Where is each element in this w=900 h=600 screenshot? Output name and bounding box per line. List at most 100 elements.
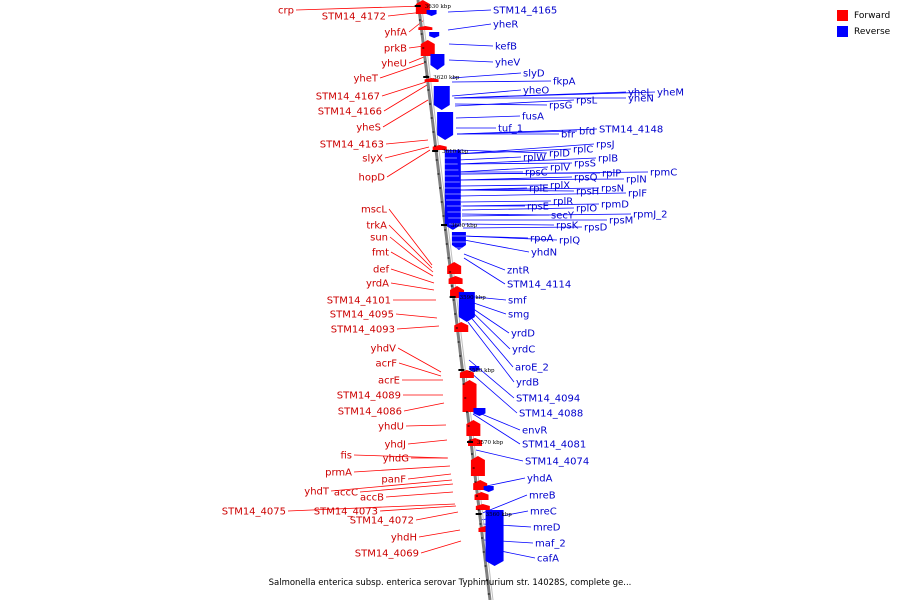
gene-label-reverse: rpsE bbox=[527, 202, 549, 213]
gene-label-reverse: rpmC bbox=[650, 168, 677, 179]
gene-label-forward: STM14_4075 bbox=[222, 507, 286, 518]
leader-reverse bbox=[455, 115, 521, 119]
gene-label-forward: fmt bbox=[372, 248, 389, 259]
leader-reverse bbox=[456, 148, 572, 155]
forward-gene-block bbox=[462, 380, 477, 412]
gene-label-reverse: mreD bbox=[533, 523, 561, 534]
leader-reverse bbox=[460, 200, 552, 203]
gene-label-forward: prkB bbox=[384, 44, 407, 55]
gene-label-forward: yrdA bbox=[366, 279, 389, 290]
leader-reverse bbox=[454, 99, 575, 107]
scale-label: 3620 kbp bbox=[433, 75, 460, 81]
gene-label-reverse: rplR bbox=[553, 197, 573, 208]
gene-label-forward: STM14_4163 bbox=[320, 140, 384, 151]
gene-label-reverse: rpsL bbox=[576, 96, 598, 107]
leader-forward bbox=[379, 505, 457, 512]
leader-reverse bbox=[451, 89, 522, 97]
gene-label-forward: accB bbox=[360, 493, 384, 504]
leader-reverse bbox=[447, 23, 492, 31]
leader-reverse bbox=[456, 128, 598, 135]
leader-reverse bbox=[462, 226, 583, 229]
leader-reverse bbox=[459, 187, 600, 191]
leader-forward bbox=[353, 454, 448, 459]
gene-label-forward: yheU bbox=[381, 59, 407, 70]
gene-label-forward: acrE bbox=[378, 376, 400, 387]
gene-label-reverse: rpsQ bbox=[574, 173, 598, 184]
gene-label-reverse: yhdA bbox=[527, 474, 553, 485]
gene-label-reverse: mreC bbox=[530, 507, 557, 518]
gene-label-reverse: rpsS bbox=[574, 159, 596, 170]
leader-reverse bbox=[467, 313, 514, 368]
gene-label-reverse: tuf_1 bbox=[498, 124, 523, 135]
gene-label-reverse: mreB bbox=[529, 491, 556, 502]
scale-label: 3630 kbp bbox=[425, 4, 452, 10]
reverse-gene-block bbox=[469, 366, 480, 372]
gene-label-forward: STM14_4095 bbox=[330, 310, 394, 321]
leader-forward bbox=[382, 99, 429, 128]
leader-forward bbox=[388, 224, 433, 269]
forward-gene-block bbox=[448, 276, 463, 284]
leader-reverse bbox=[459, 192, 627, 197]
leader-forward bbox=[388, 208, 433, 266]
gene-label-reverse: rpsC bbox=[525, 168, 548, 179]
gene-label-reverse: STM14_4074 bbox=[525, 457, 589, 468]
forward-gene-block bbox=[447, 262, 462, 274]
leader-forward bbox=[408, 56, 425, 64]
gene-label-reverse: STM14_4088 bbox=[519, 409, 583, 420]
gene-label-forward: STM14_4072 bbox=[350, 516, 414, 527]
leader-reverse bbox=[448, 59, 494, 63]
gene-label-reverse: yheR bbox=[493, 20, 518, 31]
gene-label-reverse: STM14_4094 bbox=[516, 394, 580, 405]
leader-forward bbox=[395, 313, 438, 319]
leader-forward bbox=[383, 84, 428, 112]
gene-label-forward: slyX bbox=[362, 154, 383, 165]
gene-label-reverse: zntR bbox=[507, 266, 530, 277]
gene-label-reverse: rpsK bbox=[556, 221, 579, 232]
forward-gene-block bbox=[468, 438, 483, 446]
forward-gene-block bbox=[424, 78, 439, 82]
leader-reverse bbox=[469, 371, 518, 414]
gene-label-reverse: rplP bbox=[602, 169, 621, 180]
gene-label-reverse: rplX bbox=[550, 181, 570, 192]
gene-label-reverse: rpsG bbox=[549, 101, 572, 112]
gene-label-reverse: fusA bbox=[522, 112, 544, 123]
gene-label-forward: panF bbox=[381, 475, 406, 486]
gene-label-reverse: rpsJ bbox=[596, 140, 615, 151]
leader-reverse bbox=[472, 413, 521, 445]
gene-label-forward: accC bbox=[334, 488, 358, 499]
gene-label-reverse: rplC bbox=[573, 145, 593, 156]
gene-label-reverse: rplD bbox=[549, 149, 570, 160]
gene-label-forward: yhdV bbox=[371, 344, 397, 355]
scale-label: 3570 kbp bbox=[477, 440, 504, 446]
scale-label: 3590 kbp bbox=[460, 295, 487, 301]
gene-label-forward: STM14_4093 bbox=[331, 325, 395, 336]
leader-reverse bbox=[463, 257, 506, 285]
gene-label-reverse: slyD bbox=[523, 69, 545, 80]
leader-forward bbox=[415, 511, 459, 521]
gene-label-reverse: STM14_4148 bbox=[599, 125, 663, 136]
gene-label-forward: yhdG bbox=[383, 454, 409, 465]
scale-label: 3610 kbp bbox=[442, 149, 469, 155]
leader-forward bbox=[396, 325, 440, 330]
leader-forward bbox=[384, 146, 430, 159]
forward-gene-block bbox=[454, 322, 469, 332]
gene-label-reverse: maf_2 bbox=[535, 539, 566, 550]
leader-reverse bbox=[451, 80, 552, 83]
reverse-gene-block bbox=[451, 232, 466, 250]
figure-caption: Salmonella enterica subsp. enterica sero… bbox=[268, 578, 632, 588]
gene-label-reverse: rplO bbox=[576, 204, 597, 215]
leader-reverse bbox=[459, 189, 575, 192]
leader-reverse bbox=[447, 9, 492, 13]
leader-forward bbox=[287, 503, 456, 512]
leader-reverse bbox=[463, 239, 530, 253]
gene-label-reverse: yhdN bbox=[531, 248, 557, 259]
forward-gene-block bbox=[475, 504, 490, 510]
gene-label-reverse: STM14_4081 bbox=[522, 440, 586, 451]
reverse-swatch bbox=[837, 26, 848, 37]
gene-label-reverse: rplE bbox=[529, 184, 549, 195]
leader-forward bbox=[359, 483, 454, 493]
gene-label-reverse: rplQ bbox=[559, 236, 580, 247]
leader-reverse bbox=[456, 149, 548, 154]
